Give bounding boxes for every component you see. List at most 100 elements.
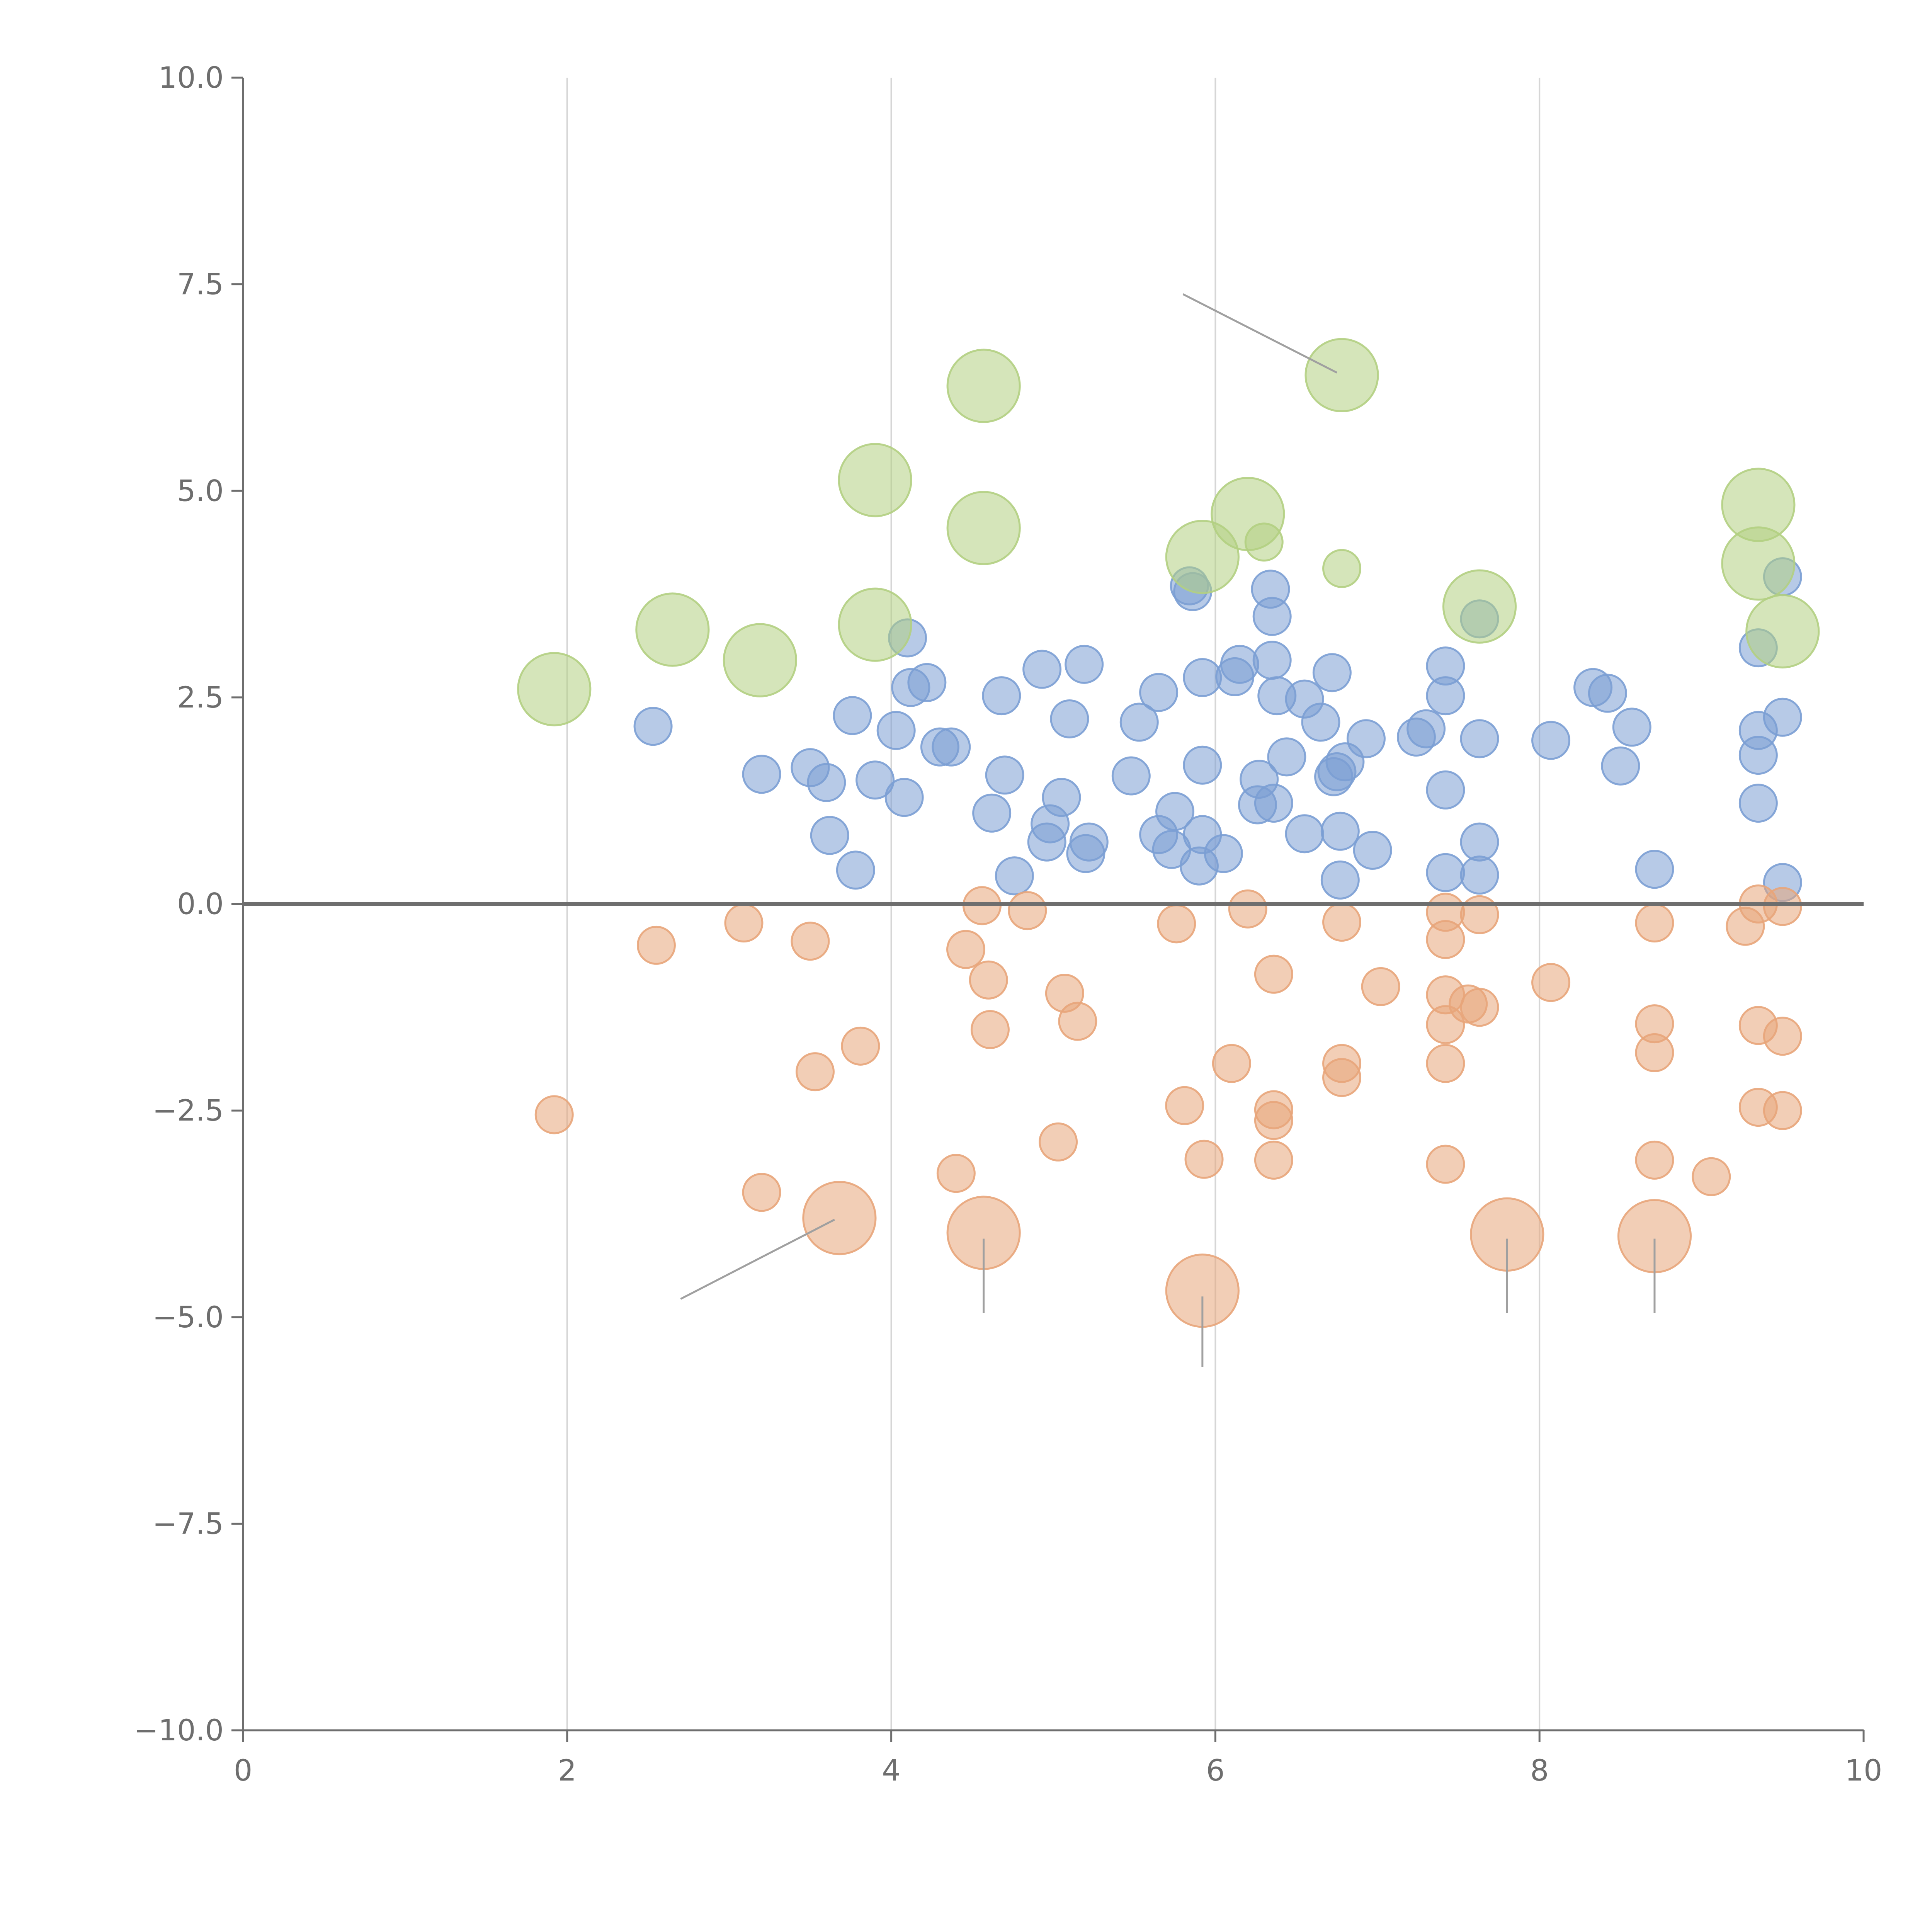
data-point — [838, 587, 912, 662]
data-point — [1612, 707, 1651, 747]
data-point — [932, 727, 971, 767]
data-point — [972, 793, 1012, 833]
data-point — [1320, 860, 1360, 900]
data-point — [1252, 597, 1292, 636]
data-point — [1301, 702, 1340, 742]
data-point — [1426, 920, 1465, 959]
data-point — [1692, 1157, 1731, 1196]
data-point — [1460, 719, 1499, 759]
data-point — [1531, 963, 1571, 1002]
data-point — [1763, 1017, 1802, 1056]
data-point — [1165, 1086, 1204, 1125]
data-point — [1322, 903, 1362, 942]
data-point — [907, 663, 947, 702]
data-point — [1254, 784, 1293, 823]
data-point — [1184, 1139, 1224, 1179]
data-point — [1220, 645, 1259, 684]
data-point — [1022, 650, 1062, 689]
data-point — [1426, 1145, 1465, 1184]
data-point — [795, 1052, 835, 1092]
data-point — [1212, 1044, 1251, 1083]
data-point — [742, 755, 781, 794]
data-point — [1588, 673, 1627, 713]
data-point — [1254, 1101, 1293, 1140]
data-point — [791, 922, 830, 961]
data-point — [1635, 1140, 1674, 1180]
y-tick-label: 2.5 — [177, 680, 224, 714]
data-point — [1426, 853, 1465, 892]
data-point — [807, 763, 846, 802]
data-point — [995, 856, 1034, 896]
data-point — [969, 960, 1008, 1000]
x-tick-label: 2 — [558, 1753, 577, 1787]
x-tick-label: 8 — [1530, 1753, 1549, 1787]
data-point — [1635, 850, 1674, 889]
data-point — [1460, 988, 1499, 1027]
data-point — [1745, 594, 1820, 668]
data-point — [1601, 746, 1640, 786]
data-point — [1721, 526, 1796, 601]
data-point — [635, 592, 710, 667]
y-tick-label: 0.0 — [177, 887, 224, 921]
data-point — [1228, 889, 1267, 929]
data-point — [802, 1181, 877, 1255]
x-tick-label: 6 — [1206, 1753, 1225, 1787]
data-point — [1157, 904, 1196, 944]
data-point — [841, 1026, 880, 1066]
callout-lines — [680, 293, 1656, 1367]
data-point — [1065, 645, 1104, 684]
data-point — [1252, 641, 1292, 680]
data-point — [534, 1095, 574, 1134]
data-point — [1042, 778, 1081, 817]
callout-line — [1182, 293, 1338, 374]
data-point — [1244, 522, 1284, 562]
data-point — [1460, 855, 1499, 895]
data-point — [1322, 549, 1362, 588]
data-point — [1254, 954, 1293, 994]
data-point — [1050, 699, 1089, 738]
data-point — [838, 443, 912, 517]
data-point — [1119, 702, 1159, 742]
data-point — [946, 491, 1021, 565]
data-point — [1155, 792, 1195, 831]
data-point — [724, 903, 764, 943]
data-point — [723, 623, 797, 697]
data-point — [1204, 834, 1243, 873]
data-point — [1763, 887, 1802, 926]
x-tick-label: 10 — [1845, 1753, 1883, 1787]
data-point — [1058, 1002, 1097, 1041]
data-point — [1426, 1044, 1465, 1083]
axes: 10.0 7.5 5.0 2.5 0.0 −2.5 −5.0 −7.5 −10.0 0 2 4 6 8 10 — [134, 60, 1882, 1787]
data-point — [1008, 891, 1047, 930]
callout-line — [680, 1219, 835, 1300]
x-tick-label: 0 — [234, 1753, 252, 1787]
y-tick-label: 7.5 — [177, 267, 224, 301]
data-point — [1531, 721, 1571, 760]
data-point — [636, 925, 676, 965]
data-point — [1738, 736, 1778, 775]
data-point — [633, 707, 673, 746]
data-point — [1254, 1140, 1293, 1180]
data-point — [1353, 830, 1392, 870]
data-point — [1763, 697, 1802, 737]
data-point — [1183, 745, 1222, 785]
data-point — [1069, 822, 1109, 862]
y-tick-label: −2.5 — [152, 1093, 224, 1128]
x-tick-label: 4 — [882, 1753, 900, 1787]
data-point — [517, 652, 592, 726]
data-point — [742, 1173, 781, 1212]
data-point — [876, 711, 916, 750]
data-point — [810, 816, 849, 855]
data-point — [884, 778, 924, 817]
y-tick-label: −7.5 — [152, 1506, 224, 1541]
data-point — [946, 930, 986, 969]
data-point — [1139, 673, 1179, 712]
y-tick-label: −5.0 — [152, 1300, 224, 1334]
data-point — [1738, 784, 1778, 823]
data-point — [1361, 967, 1400, 1006]
data-point — [1426, 770, 1465, 810]
data-point — [1346, 719, 1386, 759]
data-point — [1111, 756, 1151, 796]
data-point — [1460, 895, 1499, 934]
